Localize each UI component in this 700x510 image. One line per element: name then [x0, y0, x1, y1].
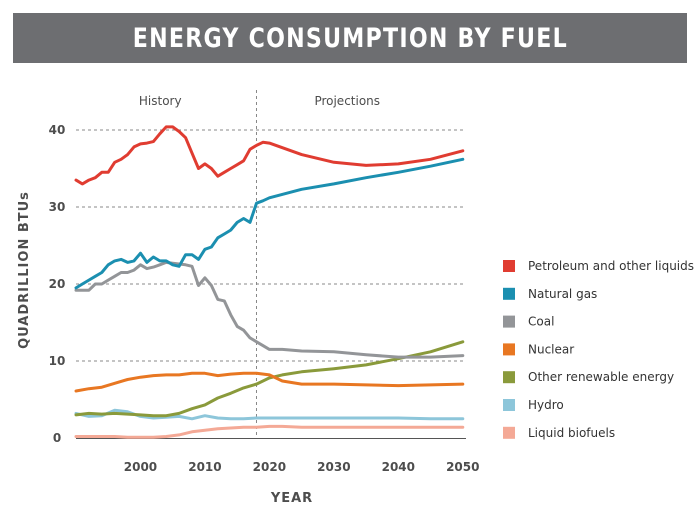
legend-swatch-coal	[503, 315, 515, 328]
x-tick-label-2040: 2040	[382, 460, 415, 474]
series-line-natural-gas	[74, 157, 465, 290]
legend-label-coal: Coal	[528, 315, 554, 329]
y-tick-label-30: 30	[49, 200, 66, 214]
legend-swatch-natural-gas	[503, 287, 515, 300]
y-axis-title: QUADRILLION BTUs	[17, 191, 32, 349]
chart-title: ENERGY CONSUMPTION BY FUEL	[132, 22, 568, 54]
series-line-petroleum-and-other-liquids	[74, 125, 465, 186]
legend-swatch-hydro	[503, 399, 515, 411]
x-tick-label-2050: 2050	[446, 460, 479, 474]
legend-label-hydro: Hydro	[528, 398, 564, 412]
x-axis-title: YEAR	[270, 491, 313, 506]
y-tick-label-10: 10	[49, 354, 66, 368]
x-tick-label-2010: 2010	[188, 460, 221, 474]
legend-label-nuclear: Nuclear	[528, 342, 574, 356]
region-label-projections: Projections	[314, 94, 380, 108]
series-line-other-renewable-energy	[74, 340, 465, 418]
y-tick-label-40: 40	[49, 123, 66, 137]
legend-swatch-petroleum-and-other-liquids	[503, 260, 515, 272]
legend-swatch-other-renewable-energy	[503, 371, 515, 384]
x-tick-label-2020: 2020	[253, 460, 286, 474]
legend-label-natural-gas: Natural gas	[528, 287, 597, 301]
legend-label-liquid-biofuels: Liquid biofuels	[528, 426, 615, 440]
series-line-nuclear	[74, 371, 465, 393]
legend-swatch-nuclear	[503, 343, 515, 356]
legend-label-petroleum-and-other-liquids: Petroleum and other liquids	[528, 259, 694, 273]
y-tick-label-0: 0	[53, 431, 61, 445]
series-line-hydro	[74, 408, 465, 421]
legend-swatch-liquid-biofuels	[503, 426, 515, 439]
region-label-history: History	[139, 94, 182, 108]
legend-label-other-renewable-energy: Other renewable energy	[528, 370, 674, 384]
series-line-liquid-biofuels	[74, 424, 465, 439]
x-tick-label-2000: 2000	[124, 460, 157, 474]
series-line-coal	[74, 260, 465, 359]
x-tick-label-2030: 2030	[317, 460, 350, 474]
title-banner: ENERGY CONSUMPTION BY FUEL	[13, 13, 687, 63]
y-tick-label-20: 20	[49, 277, 66, 291]
